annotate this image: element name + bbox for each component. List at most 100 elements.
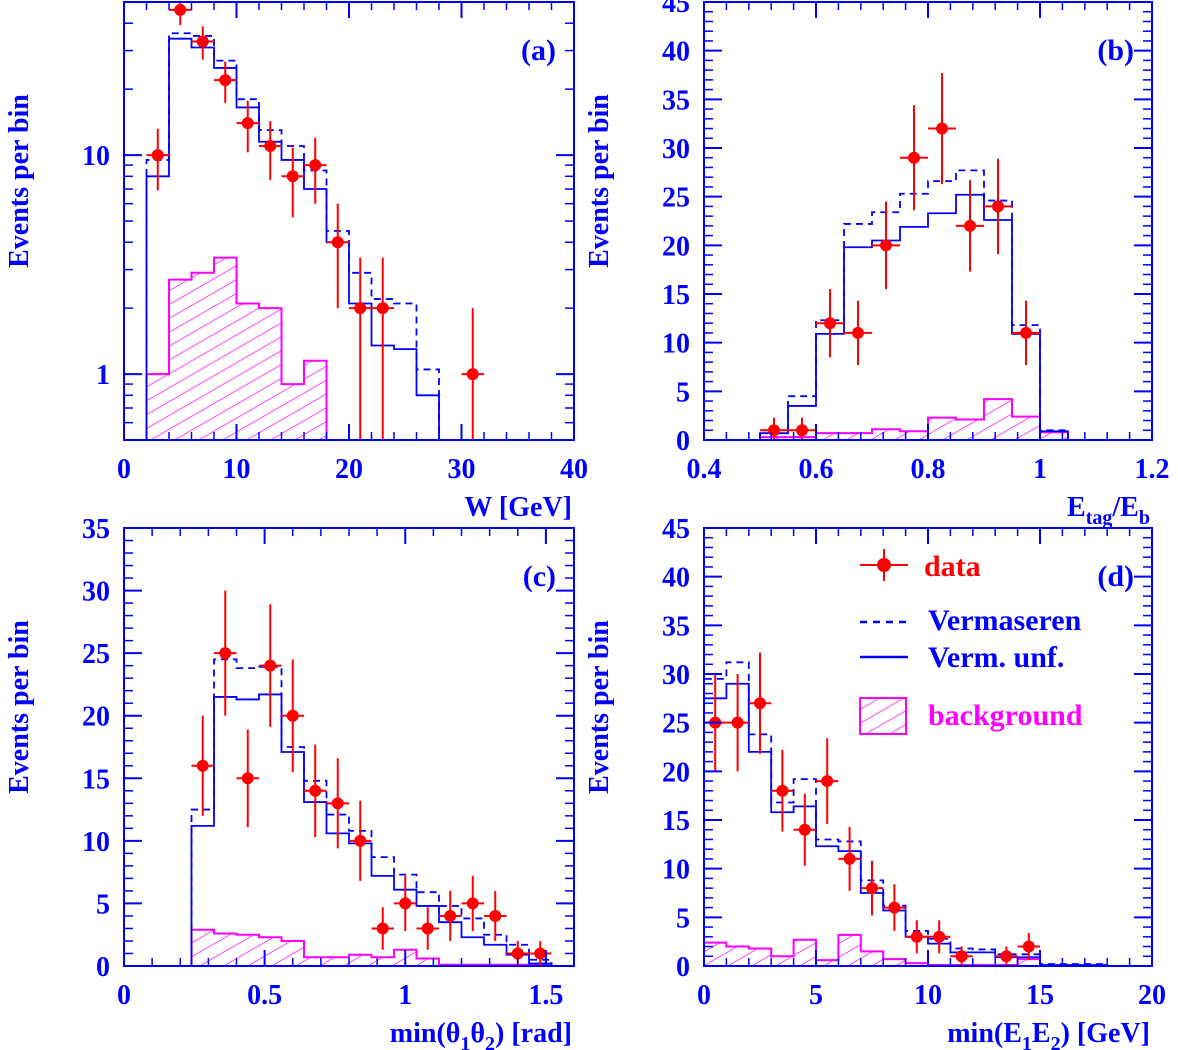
x-axis-label-sub2: 2 xyxy=(485,1033,495,1050)
data-point xyxy=(281,147,304,218)
x-axis-label: min(E1E2) [GeV] xyxy=(947,1018,1150,1050)
panel-d: 0 5 10 15 20 0 5 10 15 20 25 30 35 40 45 Events per bin… xyxy=(584,514,1166,1050)
y-tick-label: 20 xyxy=(662,757,690,788)
y-tick-label: 0 xyxy=(676,952,690,983)
x-tick-label: 10 xyxy=(223,454,251,485)
vermaseren-histogram-b xyxy=(759,169,1069,440)
x-axis-label-sub: 1 xyxy=(460,1033,470,1050)
data-point-marker xyxy=(354,834,367,847)
data-point xyxy=(371,257,394,440)
data-point-marker xyxy=(776,784,789,797)
data-point xyxy=(371,907,394,950)
panel-label-a: (a) xyxy=(521,34,556,67)
data-point xyxy=(394,875,417,931)
data-point xyxy=(214,61,237,103)
panel-a: 0 10 20 30 40 1 10 Events per bin W [GeV] (a) xyxy=(4,1,588,523)
data-point xyxy=(860,860,884,916)
data-point-marker xyxy=(1000,950,1013,963)
data-point-marker xyxy=(511,947,524,960)
x-axis-label-end: ) [rad] xyxy=(495,1018,572,1049)
x-tick-label: 1.2 xyxy=(1135,454,1170,485)
data-point-marker xyxy=(1022,940,1035,953)
plot-frame-d xyxy=(703,527,1153,967)
data-point-marker xyxy=(286,709,299,722)
legend-background-label: background xyxy=(928,699,1083,732)
x-tick-label: 0.5 xyxy=(247,980,282,1011)
x-tick-label: 40 xyxy=(560,454,588,485)
data-point-marker xyxy=(331,236,344,249)
data-point xyxy=(191,26,214,60)
data-point-marker xyxy=(964,219,976,232)
background-histogram-d xyxy=(703,933,1041,967)
data-point-marker xyxy=(466,897,479,910)
data-point xyxy=(416,907,439,950)
data-point xyxy=(349,800,372,881)
data-point-marker xyxy=(908,151,920,164)
data-point xyxy=(236,729,259,828)
y-tick-label: 35 xyxy=(82,514,110,545)
x-axis-label-sub: tag xyxy=(1086,507,1113,529)
data-point xyxy=(928,920,951,954)
data-point-marker xyxy=(821,775,834,788)
data-point xyxy=(905,920,928,954)
x-axis-label-end: ) [GeV] xyxy=(1061,1018,1150,1049)
y-tick-label: 40 xyxy=(662,563,690,594)
x-tick-label: 0 xyxy=(697,980,711,1011)
y-axis-label: Events per bin xyxy=(4,94,35,268)
y-axis-label: Events per bin xyxy=(584,94,615,268)
data-point xyxy=(1012,300,1040,366)
data-point-marker xyxy=(151,149,164,162)
y-tick-label: 5 xyxy=(676,377,690,408)
data-point-marker xyxy=(241,117,254,130)
data-point-marker xyxy=(196,35,209,48)
data-point-marker xyxy=(992,200,1004,213)
data-point xyxy=(844,300,872,366)
y-tick-label: 35 xyxy=(662,611,690,642)
x-tick-label: 0 xyxy=(117,454,131,485)
y-tick-label: 45 xyxy=(662,0,690,19)
data-point-marker xyxy=(354,302,367,315)
data-point xyxy=(726,674,749,772)
y-axis-label: Events per bin xyxy=(584,620,615,794)
panel-c: 0 0.5 1 1.5 0 5 10 15 20 25 30 35 Events per bin min(… xyxy=(4,514,575,1050)
data-point-marker xyxy=(376,302,389,315)
x-tick-label: 0.8 xyxy=(911,454,946,485)
x-axis-label: W [GeV] xyxy=(464,492,572,523)
data-point xyxy=(281,659,304,773)
y-tick-label: 10 xyxy=(662,329,690,360)
data-point-marker xyxy=(955,950,968,963)
x-axis-label-main: min(θ xyxy=(390,1018,461,1049)
x-axis-label-mid: /E xyxy=(1111,492,1138,523)
data-point-marker xyxy=(196,759,209,772)
data-point-marker xyxy=(421,922,434,935)
data-point xyxy=(816,738,839,824)
data-point xyxy=(984,158,1012,255)
data-point-marker xyxy=(219,74,232,87)
data-point-marker xyxy=(534,947,547,960)
x-axis-label: min(θ1θ2) [rad] xyxy=(390,1018,572,1050)
data-point-marker xyxy=(768,424,780,437)
data-point xyxy=(816,289,844,358)
data-point-marker xyxy=(264,659,277,672)
data-point-marker xyxy=(880,239,892,252)
data-point xyxy=(883,884,906,931)
data-point xyxy=(956,180,984,272)
data-point xyxy=(461,308,484,440)
data-point-marker xyxy=(933,930,946,943)
data-point-marker xyxy=(444,909,457,922)
data-point xyxy=(304,744,327,838)
y-tick-label: 1 xyxy=(96,360,110,391)
verm-unf-histogram-b xyxy=(759,193,1069,440)
data-point xyxy=(995,946,1018,966)
data-point xyxy=(439,890,462,941)
y-tick-label: 0 xyxy=(96,952,110,983)
y-tick-label: 45 xyxy=(662,514,690,545)
data-point-marker xyxy=(309,159,322,172)
background-histogram-a xyxy=(145,256,328,441)
x-axis-label-main: min(E xyxy=(947,1018,1022,1049)
data-point xyxy=(326,203,349,309)
data-point-marker xyxy=(888,901,901,914)
data-point xyxy=(146,128,169,191)
x-tick-label: 0 xyxy=(117,980,131,1011)
x-tick-label: 1 xyxy=(1033,454,1047,485)
